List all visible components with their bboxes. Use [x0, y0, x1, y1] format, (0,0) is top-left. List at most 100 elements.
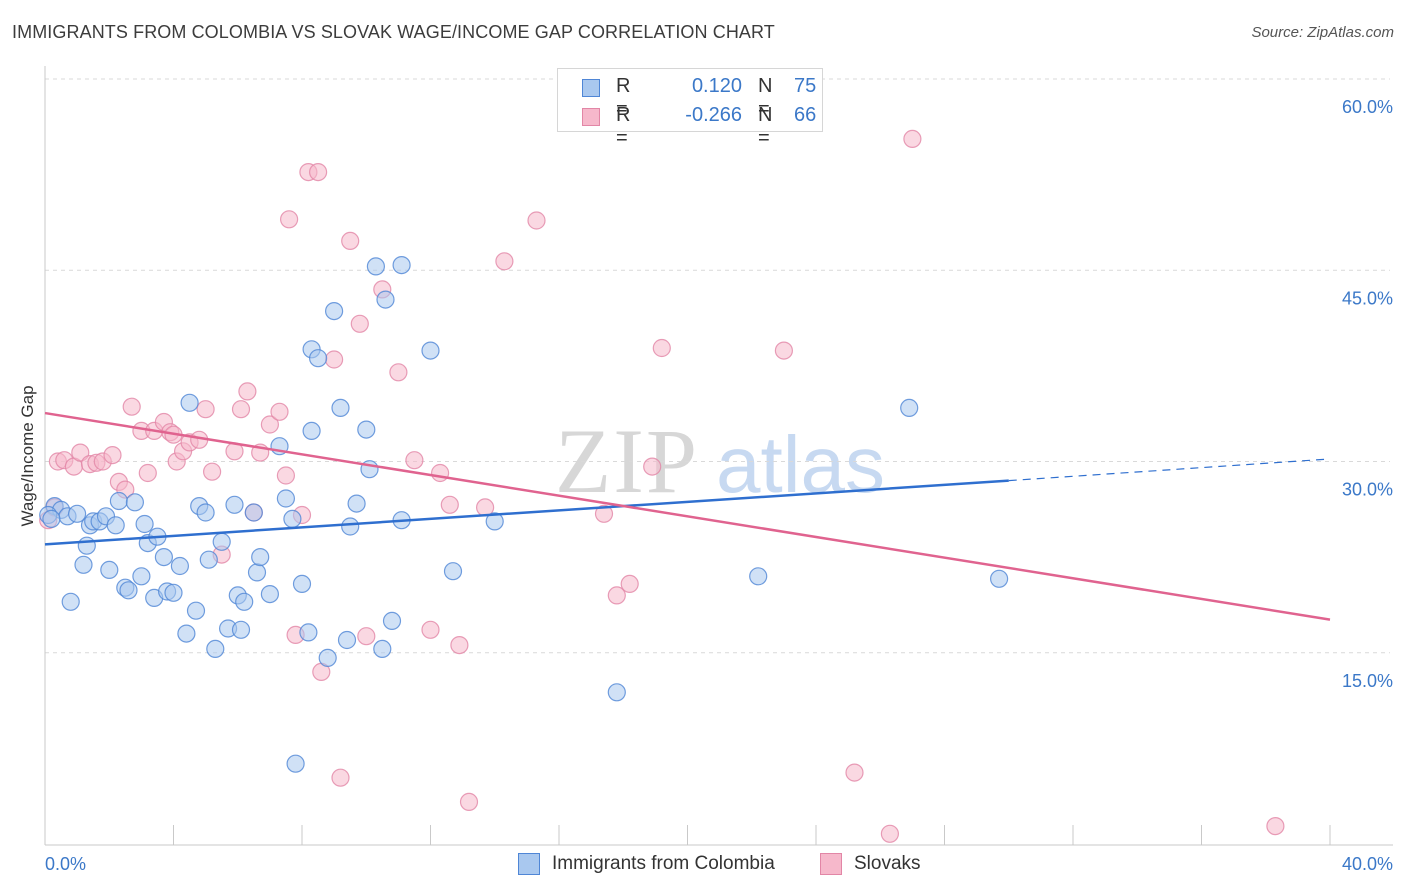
- slovak-point: [440, 495, 459, 514]
- colombia-point: [276, 489, 295, 508]
- slovak-point: [774, 341, 794, 360]
- correlation-legend: R = 0.120 N = 75 R = -0.266 N = 66: [557, 68, 823, 149]
- colombia-point: [251, 547, 270, 567]
- legend-label-slovaks: Slovaks: [854, 853, 921, 874]
- slovak-point: [594, 504, 614, 523]
- colombia-trend-line: [44, 479, 1009, 546]
- colombia-point: [109, 491, 129, 511]
- y-tick-label: 30.0%: [1342, 480, 1393, 500]
- n-label: N =: [758, 104, 773, 149]
- slovak-point: [652, 338, 671, 358]
- source-label: Source: ZipAtlas.com: [1251, 24, 1394, 41]
- pink-swatch: [820, 853, 842, 875]
- slovak-point: [331, 768, 350, 787]
- slovak-point: [103, 446, 122, 465]
- slovak-point: [389, 363, 408, 382]
- r-label: R =: [616, 75, 631, 120]
- n-label: N =: [758, 75, 773, 120]
- y-tick-label: 60.0%: [1342, 97, 1393, 117]
- slovak-point: [341, 231, 360, 250]
- colombia-point: [607, 683, 626, 702]
- colombia-point: [206, 639, 225, 659]
- watermark-zip: ZIP: [555, 410, 699, 512]
- colombia-point: [180, 393, 199, 412]
- colombia-point: [100, 560, 119, 580]
- slovak-point: [350, 314, 369, 333]
- n-value: 66: [794, 104, 817, 126]
- colombia-point: [244, 503, 263, 522]
- slovak-point: [421, 620, 440, 639]
- colombia-point: [318, 648, 337, 668]
- slovak-point: [459, 792, 479, 812]
- colombia-point: [135, 514, 154, 534]
- colombia-point: [177, 624, 196, 643]
- slovak-point: [122, 397, 141, 416]
- colombia-point: [373, 639, 392, 659]
- slovak-point: [607, 586, 626, 605]
- slovak-point: [643, 457, 662, 476]
- slovak-point: [270, 402, 289, 421]
- colombia-point: [357, 420, 376, 439]
- n-value: 75: [794, 75, 817, 97]
- colombia-point: [485, 512, 504, 531]
- colombia-point: [900, 398, 919, 417]
- colombia-point: [421, 341, 440, 360]
- colombia-point: [199, 550, 218, 569]
- blue-swatch: [582, 79, 600, 97]
- slovak-point: [405, 451, 424, 470]
- slovak-point: [527, 211, 546, 230]
- colombia-point: [989, 569, 1009, 588]
- slovak-point: [280, 210, 299, 229]
- colombia-point: [392, 256, 411, 275]
- y-tick-label: 15.0%: [1342, 671, 1393, 691]
- colombia-point: [164, 583, 183, 602]
- slovak-point: [231, 400, 251, 419]
- slovak-trend-line: [44, 411, 1331, 621]
- y-axis-label: Wage/Income Gap: [18, 385, 37, 526]
- colombia-point: [212, 532, 231, 551]
- slovak-point: [196, 400, 215, 419]
- colombia-point: [154, 547, 173, 567]
- slovak-point: [880, 824, 900, 843]
- colombia-point: [67, 504, 87, 523]
- blue-swatch: [518, 853, 540, 875]
- colombia-point: [196, 503, 215, 522]
- slovak-point: [309, 163, 328, 182]
- colombia-point: [331, 398, 350, 417]
- colombia-point: [443, 562, 463, 581]
- colombia-point: [749, 567, 768, 586]
- slovak-point: [138, 463, 157, 483]
- colombia-point: [299, 623, 318, 642]
- slovak-point: [495, 252, 514, 271]
- slovak-point: [260, 415, 279, 434]
- slovak-point: [450, 635, 469, 655]
- slovak-point: [903, 129, 922, 148]
- colombia-point: [347, 494, 366, 513]
- slovak-point: [431, 463, 450, 483]
- legend-label-colombia: Immigrants from Colombia: [552, 853, 775, 874]
- colombia-point: [74, 555, 93, 574]
- colombia-point: [77, 536, 96, 555]
- colombia-point: [382, 611, 402, 631]
- x-tick-label: 0.0%: [45, 854, 86, 874]
- r-value: -0.266: [685, 104, 742, 126]
- x-tick-label: 40.0%: [1342, 854, 1393, 874]
- colombia-point: [132, 567, 151, 586]
- slovak-point: [357, 627, 376, 646]
- r-label: R =: [616, 104, 631, 149]
- colombia-point: [286, 754, 305, 773]
- colombia-point: [231, 620, 251, 639]
- pink-swatch: [582, 108, 600, 126]
- r-value: 0.120: [691, 75, 742, 97]
- chart-title: IMMIGRANTS FROM COLOMBIA VS SLOVAK WAGE/…: [12, 22, 775, 42]
- colombia-point: [61, 592, 80, 611]
- colombia-point: [302, 421, 321, 440]
- colombia-point: [42, 509, 61, 529]
- colombia-point: [260, 584, 279, 604]
- colombia-point: [337, 630, 357, 650]
- colombia-point: [235, 592, 254, 611]
- colombia-point: [247, 563, 267, 582]
- slovak-point: [203, 462, 222, 481]
- slovak-point: [276, 466, 295, 485]
